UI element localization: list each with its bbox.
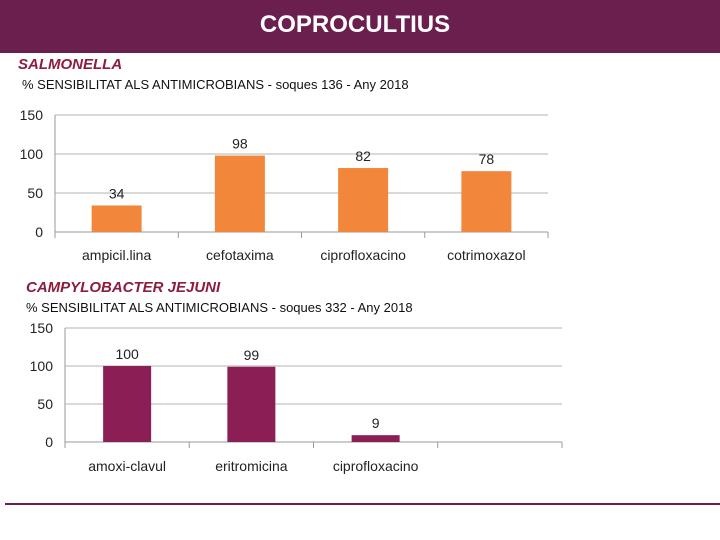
campylobacter-y-tick-label: 150	[30, 320, 54, 336]
campylobacter-subtitle: % SENSIBILITAT ALS ANTIMICROBIANS - soqu…	[26, 300, 413, 315]
campylobacter-category-label: amoxi-clavul	[88, 458, 166, 474]
page-title: COPROCULTIUS	[259, 11, 451, 38]
campylobacter-data-label: 100	[115, 346, 139, 362]
salmonella-category-label: cefotaxima	[206, 247, 274, 263]
campylobacter-y-tick-label: 50	[37, 396, 53, 412]
salmonella-y-tick-label: 100	[20, 146, 44, 162]
salmonella-category-label: ciprofloxacino	[320, 247, 406, 263]
footer-divider	[5, 503, 720, 505]
salmonella-category-label: cotrimoxazol	[447, 247, 526, 263]
campylobacter-category-label: ciprofloxacino	[333, 458, 419, 474]
campylobacter-y-tick-label: 0	[45, 434, 53, 450]
salmonella-bar	[461, 171, 512, 232]
salmonella-y-tick-label: 150	[20, 107, 44, 123]
salmonella-data-label: 78	[479, 151, 495, 167]
salmonella-bar	[338, 168, 389, 232]
campylobacter-category-label: eritromicina	[215, 458, 288, 474]
salmonella-data-label: 98	[232, 136, 248, 152]
salmonella-subtitle: % SENSIBILITAT ALS ANTIMICROBIANS - soqu…	[22, 77, 409, 92]
salmonella-organism-title: SALMONELLA	[18, 56, 123, 73]
campylobacter-bar	[351, 435, 400, 442]
salmonella-data-label: 82	[355, 148, 371, 164]
campylobacter-y-tick-label: 100	[30, 358, 54, 374]
salmonella-category-label: ampicil.lina	[82, 247, 151, 263]
campylobacter-data-label: 99	[244, 347, 260, 363]
campylobacter-bar	[227, 366, 276, 442]
campylobacter-organism-title: CAMPYLOBACTER JEJUNI	[26, 279, 221, 296]
campylobacter-data-label: 9	[372, 415, 380, 431]
salmonella-y-tick-label: 50	[27, 185, 43, 201]
salmonella-y-tick-label: 0	[35, 224, 43, 240]
salmonella-bar	[214, 155, 265, 232]
salmonella-bar	[91, 205, 142, 232]
campylobacter-bar-chart: 0 50 100 150 100 amoxi-clavul 99 eritromicina 9 c…	[30, 320, 563, 474]
salmonella-data-label: 34	[109, 185, 125, 201]
salmonella-bar-chart: 0 50 100 150 34 ampicil.lina 98 cefotaxima 82 cip…	[20, 107, 549, 263]
campylobacter-bar	[103, 366, 152, 442]
header-underline	[0, 50, 720, 53]
header-bar: COPROCULTIUS	[0, 0, 720, 50]
